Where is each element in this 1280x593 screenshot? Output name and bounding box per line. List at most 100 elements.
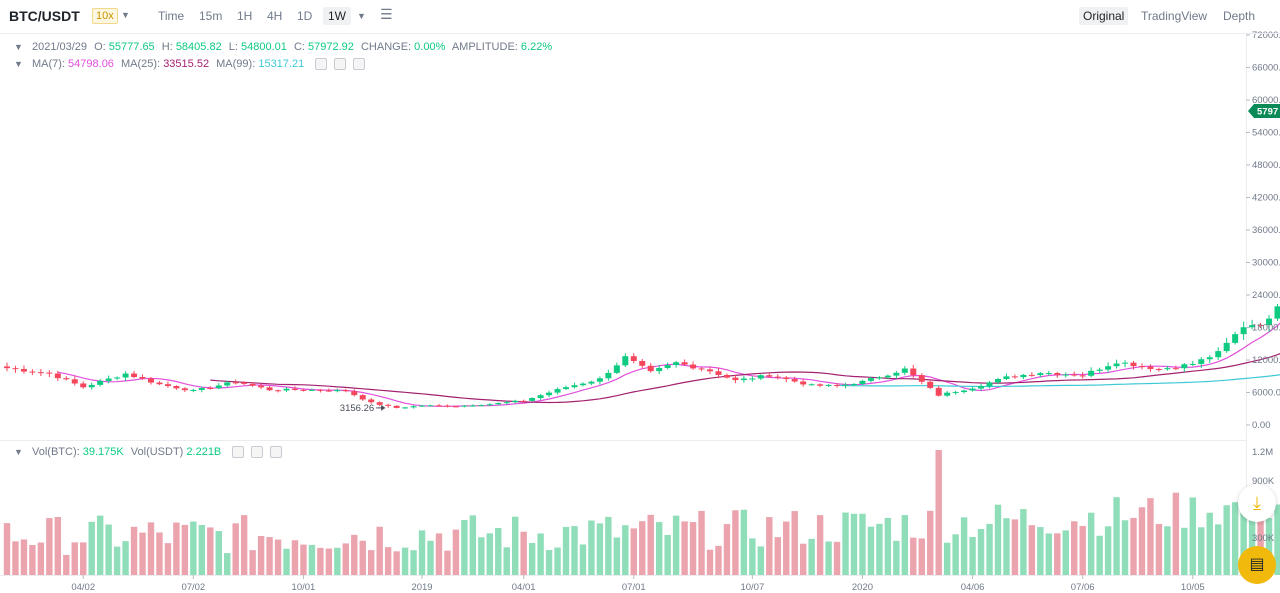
volume-bar[interactable]	[393, 551, 400, 575]
leverage-badge[interactable]: 10x	[92, 8, 118, 24]
candle-body[interactable]	[1105, 366, 1112, 370]
candle-body[interactable]	[190, 389, 197, 391]
candle-body[interactable]	[647, 365, 654, 372]
candle-body[interactable]	[876, 377, 883, 379]
volume-bar[interactable]	[20, 539, 28, 575]
volume-bar[interactable]	[291, 540, 299, 575]
candle-body[interactable]	[910, 368, 917, 376]
candle-body[interactable]	[664, 365, 671, 368]
candle-body[interactable]	[54, 373, 61, 379]
candle-body[interactable]	[300, 389, 307, 391]
volume-bar[interactable]	[427, 540, 434, 575]
volume-bar[interactable]	[859, 513, 866, 575]
candle-body[interactable]	[198, 388, 205, 390]
volume-bar[interactable]	[342, 543, 349, 575]
volume-bar[interactable]	[1138, 507, 1146, 575]
volume-bar[interactable]	[478, 537, 485, 575]
volume-bar[interactable]	[706, 549, 714, 575]
volume-bar[interactable]	[647, 514, 654, 575]
candle-body[interactable]	[1062, 374, 1069, 376]
candle-body[interactable]	[851, 384, 857, 386]
volume-bar[interactable]	[791, 511, 798, 575]
candle-body[interactable]	[241, 382, 248, 384]
volume-bar[interactable]	[842, 512, 849, 575]
candle-body[interactable]	[1215, 351, 1222, 358]
candle-body[interactable]	[571, 385, 578, 388]
chevron-down-icon[interactable]: ▼	[14, 59, 23, 69]
candle-body[interactable]	[334, 390, 341, 392]
close-icon[interactable]	[270, 446, 283, 459]
candle-body[interactable]	[512, 400, 519, 403]
candle-body[interactable]	[774, 376, 781, 378]
tab-4h[interactable]: 4H	[267, 9, 283, 23]
candle-body[interactable]	[156, 382, 163, 385]
candle-body[interactable]	[1088, 370, 1095, 376]
volume-bar[interactable]	[224, 553, 231, 575]
volume-bar[interactable]	[537, 533, 544, 575]
candle-body[interactable]	[164, 384, 171, 387]
candle-body[interactable]	[944, 392, 951, 396]
candle-body[interactable]	[537, 395, 544, 399]
volume-bar[interactable]	[266, 537, 273, 575]
candle-body[interactable]	[546, 392, 553, 396]
volume-bar[interactable]	[613, 537, 621, 575]
volume-bar[interactable]	[88, 521, 95, 575]
candle-body[interactable]	[579, 383, 586, 386]
candle-body[interactable]	[673, 362, 680, 366]
volume-bar[interactable]	[960, 517, 968, 575]
candle-body[interactable]	[1189, 363, 1196, 365]
candle-body[interactable]	[495, 403, 502, 405]
volume-bar[interactable]	[876, 523, 883, 575]
candle-body[interactable]	[46, 372, 53, 374]
candle-body[interactable]	[563, 387, 570, 390]
candle-body[interactable]	[63, 378, 70, 380]
volume-bar[interactable]	[1071, 521, 1078, 575]
candle-body[interactable]	[596, 378, 603, 382]
volume-bar[interactable]	[943, 542, 951, 575]
volume-bar[interactable]	[240, 515, 248, 575]
candle-body[interactable]	[808, 384, 815, 386]
candle-body[interactable]	[842, 384, 849, 386]
candle-body[interactable]	[630, 356, 637, 361]
candle-body[interactable]	[867, 378, 874, 381]
candle-body[interactable]	[1266, 318, 1273, 326]
candle-body[interactable]	[554, 389, 561, 393]
volume-bar[interactable]	[105, 524, 112, 575]
volume-bar[interactable]	[766, 517, 773, 575]
candle-body[interactable]	[969, 388, 976, 391]
candle-body[interactable]	[1155, 369, 1162, 371]
volume-bar[interactable]	[808, 538, 815, 575]
volume-bar[interactable]	[528, 542, 536, 575]
candle-body[interactable]	[478, 405, 485, 407]
volume-bar[interactable]	[833, 541, 841, 575]
candle-body[interactable]	[978, 386, 985, 389]
candle-body[interactable]	[825, 384, 832, 386]
candle-body[interactable]	[800, 381, 807, 385]
candle-body[interactable]	[80, 383, 87, 388]
volume-bar[interactable]	[681, 521, 688, 575]
volume-bar[interactable]	[757, 546, 765, 575]
volume-bar[interactable]	[545, 550, 553, 575]
volume-bar[interactable]	[1164, 526, 1171, 575]
volume-bar[interactable]	[825, 541, 832, 575]
volume-bar[interactable]	[1130, 517, 1137, 575]
gear-icon[interactable]	[334, 58, 347, 71]
candle-body[interactable]	[1232, 334, 1239, 343]
volume-bar[interactable]	[12, 541, 19, 575]
volume-bar[interactable]	[1062, 530, 1069, 575]
volume-bar[interactable]	[986, 523, 993, 575]
volume-bar[interactable]	[1079, 525, 1086, 575]
volume-bar[interactable]	[274, 539, 282, 575]
candle-body[interactable]	[935, 387, 942, 396]
volume-bar[interactable]	[410, 550, 417, 575]
volume-bar[interactable]	[910, 537, 917, 575]
volume-bar[interactable]	[1020, 509, 1027, 575]
candle-body[interactable]	[1113, 363, 1120, 367]
candle-body[interactable]	[469, 405, 476, 407]
candle-body[interactable]	[368, 399, 375, 403]
candle-body[interactable]	[1181, 364, 1188, 369]
volume-bar[interactable]	[139, 532, 146, 575]
candle-body[interactable]	[88, 384, 95, 388]
volume-bar[interactable]	[571, 526, 578, 575]
volume-bar[interactable]	[774, 537, 781, 575]
